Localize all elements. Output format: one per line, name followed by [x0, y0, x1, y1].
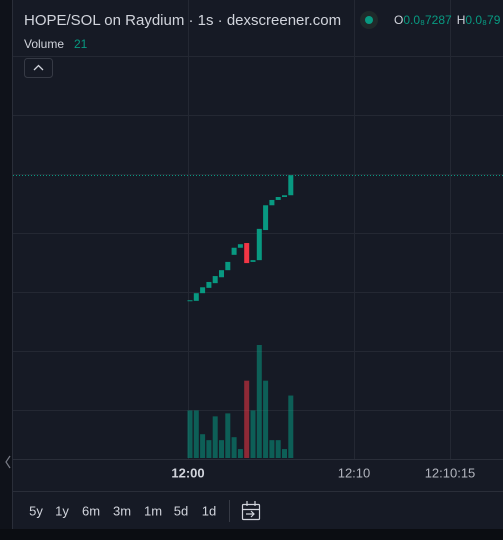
- volume-bar: [250, 410, 256, 458]
- volume-bar: [244, 380, 250, 458]
- grid: [13, 0, 503, 459]
- candle-body: [187, 300, 193, 302]
- range-button[interactable]: 5y: [29, 503, 43, 518]
- collapse-button[interactable]: [24, 58, 53, 78]
- range-button[interactable]: 1d: [202, 503, 216, 518]
- volume-bar: [288, 395, 294, 458]
- ohlc-key: H: [457, 13, 466, 27]
- range-button[interactable]: 1m: [144, 503, 162, 518]
- volume-bar: [237, 449, 243, 458]
- volume-bar: [282, 449, 287, 458]
- candle-body: [206, 281, 212, 288]
- range-button[interactable]: 5d: [174, 503, 188, 518]
- volume-bar: [219, 440, 224, 458]
- x-tick-label: 12:10: [338, 465, 371, 480]
- volume-bar: [200, 434, 206, 458]
- candle-body: [269, 199, 275, 206]
- range-button[interactable]: 6m: [82, 503, 100, 518]
- candle-body: [212, 276, 218, 284]
- chart-title: HOPE/SOL on Raydium · 1s · dexscreener.c…: [24, 12, 341, 29]
- volume-bar: [231, 437, 237, 458]
- range-button[interactable]: 1y: [55, 503, 69, 518]
- volume-bar: [225, 413, 231, 458]
- x-axis: 12:00 12:10 12:10:15: [171, 465, 475, 480]
- volume-label: Volume: [24, 37, 64, 51]
- candle-body: [282, 195, 287, 198]
- x-tick-label: 12:00: [171, 465, 204, 480]
- candle-body: [250, 260, 256, 262]
- volume-value: 21: [74, 37, 88, 51]
- candle-body: [193, 293, 199, 301]
- volume-bar: [269, 440, 275, 458]
- collapse-handle[interactable]: [5, 455, 11, 469]
- volume-bar: [187, 410, 193, 458]
- candle-body: [219, 270, 224, 278]
- ohlc-value: 0.0₈79: [465, 13, 500, 27]
- candle-body: [200, 287, 206, 294]
- volume-bar: [263, 380, 269, 458]
- volume-bar: [206, 440, 212, 458]
- ohlc-key: O: [394, 13, 403, 27]
- bottom-edge: [0, 529, 503, 540]
- marks: [13, 175, 503, 458]
- volume-bar: [275, 440, 281, 458]
- candle-body: [263, 205, 269, 231]
- range-toolbar: 5y 1y 6m 3m 1m 5d 1d: [29, 503, 216, 518]
- chevron-icon: [33, 64, 44, 71]
- candle-body: [256, 228, 262, 261]
- date-range-icon[interactable]: [241, 501, 261, 521]
- range-button[interactable]: 3m: [113, 503, 131, 518]
- ohlc-legend: O0.0₈7287 H0.0₈79: [394, 13, 501, 27]
- candle-body: [231, 247, 237, 255]
- left-strip: [0, 0, 12, 530]
- candle-body: [275, 197, 281, 200]
- ohlc-value: 0.0₈7287: [403, 13, 452, 27]
- candle-body: [225, 261, 231, 271]
- volume-bar: [256, 345, 262, 458]
- status-dot: [365, 16, 373, 24]
- x-tick-label: 12:10:15: [425, 465, 476, 480]
- candle-body: [244, 243, 250, 264]
- candle-body: [288, 175, 294, 196]
- volume-bar: [193, 410, 199, 458]
- volume-bar: [212, 416, 218, 458]
- candle-body: [237, 244, 243, 248]
